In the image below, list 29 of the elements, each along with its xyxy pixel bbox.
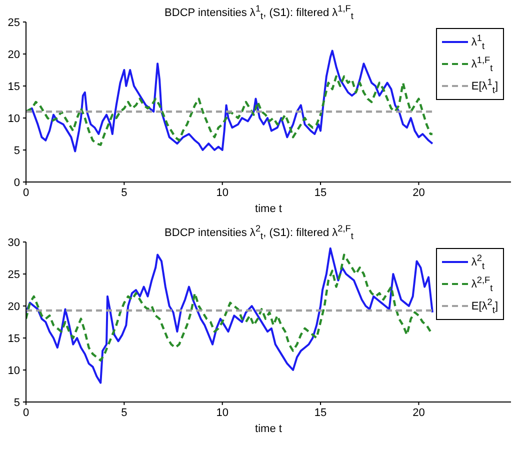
- line-series: [26, 254, 434, 362]
- x-tick-label: 0: [22, 186, 30, 199]
- y-tick-label: 15: [8, 80, 20, 93]
- y-tick-label: 25: [8, 268, 20, 281]
- y-tick-label: 20: [8, 300, 20, 313]
- y-tick-label: 25: [8, 16, 20, 29]
- y-tick-label: 5: [14, 144, 20, 157]
- x-tick-label: 0: [22, 406, 30, 419]
- line-series: [26, 75, 434, 146]
- legend-label: E[λ$^{1}$$_{t}$]: [471, 77, 498, 95]
- y-tick-label: 20: [8, 48, 20, 61]
- legend-label: E[λ$^{2}$$_{t}$]: [471, 297, 498, 315]
- x-axis-title: time t: [255, 423, 282, 435]
- x-tick-label: 10: [216, 406, 228, 419]
- line-series: [26, 247, 434, 384]
- y-tick-label: 0: [14, 176, 20, 189]
- x-tick-label: 5: [121, 406, 128, 419]
- y-tick-label: 15: [8, 332, 20, 345]
- x-axis-title: time t: [255, 203, 282, 215]
- y-tick-label: 30: [8, 236, 20, 249]
- y-tick-label: 5: [14, 396, 20, 409]
- x-tick-label: 20: [412, 186, 425, 199]
- x-tick-label: 10: [216, 186, 228, 199]
- x-tick-label: 20: [412, 406, 425, 419]
- y-tick-label: 10: [8, 364, 20, 377]
- x-tick-label: 15: [314, 186, 327, 199]
- y-tick-label: 10: [8, 112, 20, 125]
- x-tick-label: 5: [121, 186, 128, 199]
- x-tick-label: 15: [314, 406, 327, 419]
